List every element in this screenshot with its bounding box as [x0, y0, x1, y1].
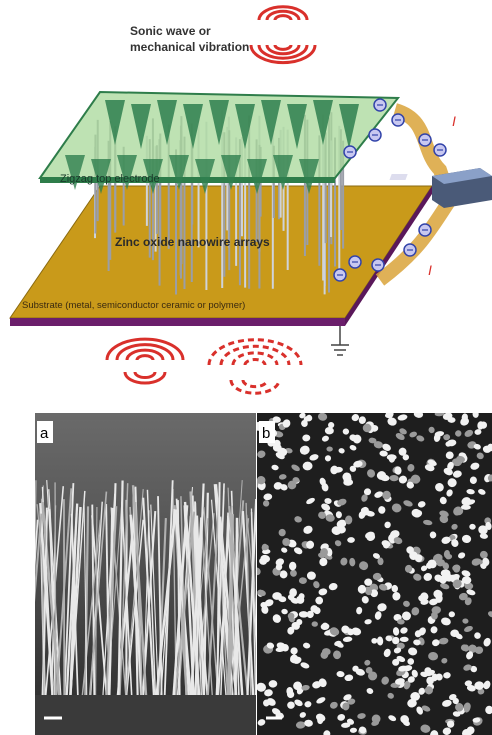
wave-arc: [117, 345, 173, 360]
figure: Sonic wave or mechanical vibration Zigza…: [0, 0, 492, 735]
nanowire-label: Zinc oxide nanowire arrays: [115, 235, 270, 249]
sem-tip: [371, 638, 377, 644]
sem-base: [35, 695, 256, 735]
sem-rod: [55, 482, 56, 700]
sem-tip: [387, 454, 397, 460]
substrate-edge: [10, 318, 345, 326]
wave-arc: [137, 356, 153, 360]
sem-tip: [363, 424, 372, 433]
wave-arc: [135, 372, 155, 378]
wave-arc: [243, 380, 267, 387]
substrate-label: Substrate (metal, semiconductor ceramic …: [22, 300, 245, 311]
sem-rod: [236, 518, 238, 700]
electrode-label: Zigzag top electrode: [60, 173, 160, 185]
wave-label: mechanical vibration: [130, 40, 249, 54]
substrate: [10, 186, 432, 318]
current-label: I: [452, 113, 456, 129]
panel-label: b: [262, 425, 270, 442]
wave-label: Sonic wave or: [130, 24, 211, 38]
sem-panel-a: [26, 413, 265, 735]
sem-panel-b: [252, 409, 492, 735]
panel-label: a: [40, 425, 49, 442]
wave-arc: [275, 45, 291, 49]
wave-arc: [245, 360, 265, 365]
sem-tip: [326, 447, 332, 452]
current-label: I: [428, 262, 432, 278]
wave-arc: [275, 16, 291, 20]
ground: [331, 326, 349, 355]
load-display: [389, 174, 407, 180]
wave-arc: [221, 346, 289, 365]
